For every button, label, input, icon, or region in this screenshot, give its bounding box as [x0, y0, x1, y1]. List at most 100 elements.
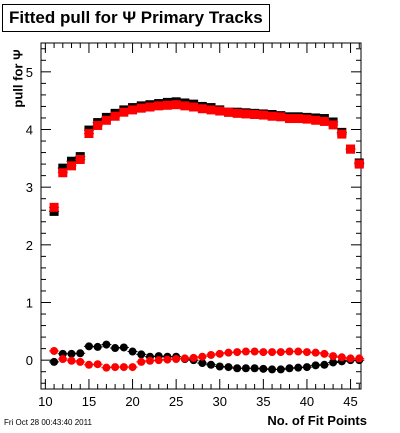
data-point — [241, 347, 250, 356]
data-point — [259, 364, 268, 373]
data-point — [354, 159, 364, 169]
data-point — [76, 349, 85, 358]
x-tick-label: 45 — [343, 394, 357, 409]
data-point — [198, 352, 207, 361]
data-point — [346, 144, 356, 154]
data-point — [241, 364, 250, 373]
data-point — [328, 120, 338, 130]
data-point — [189, 102, 199, 112]
data-point — [258, 110, 268, 120]
data-point — [93, 342, 102, 351]
data-point — [163, 355, 172, 364]
data-point — [224, 348, 233, 357]
series-0 — [49, 97, 365, 216]
data-point — [67, 156, 77, 166]
data-point — [311, 361, 320, 370]
y-tick-label: 5 — [26, 65, 33, 80]
data-point — [302, 114, 312, 124]
data-point — [320, 360, 329, 369]
data-point — [84, 360, 93, 369]
data-point — [197, 104, 207, 114]
chart-title: Fitted pull for Ψ Primary Tracks — [9, 8, 263, 27]
data-point — [162, 100, 172, 110]
data-point — [337, 353, 346, 362]
data-point — [128, 363, 137, 372]
data-point — [215, 106, 225, 116]
y-tick-label: 2 — [26, 238, 33, 253]
data-point — [101, 115, 111, 125]
data-point — [93, 360, 102, 369]
x-tick-label: 20 — [125, 394, 139, 409]
data-point — [137, 357, 146, 366]
data-point — [84, 342, 93, 351]
data-point — [128, 105, 138, 115]
data-point — [102, 340, 111, 349]
data-point — [259, 348, 268, 357]
data-point — [119, 363, 128, 372]
timestamp: Fri Oct 28 00:43:40 2011 — [4, 418, 92, 427]
data-point — [171, 100, 181, 110]
plot-border — [40, 42, 362, 390]
data-point — [294, 363, 303, 372]
y-tick-label: 0 — [26, 353, 33, 368]
data-point — [241, 109, 251, 119]
data-point — [319, 116, 329, 126]
series-1 — [49, 100, 365, 212]
data-point — [84, 129, 94, 139]
data-point — [329, 358, 338, 367]
data-point — [206, 105, 216, 115]
x-tick-label: 30 — [213, 394, 227, 409]
x-tick-label: 10 — [38, 394, 52, 409]
data-point — [198, 359, 207, 368]
data-point — [294, 347, 303, 356]
data-point — [110, 111, 120, 121]
data-point — [136, 103, 146, 113]
y-tick-label: 3 — [26, 180, 33, 195]
data-point — [250, 110, 260, 120]
data-point — [111, 363, 120, 372]
data-point — [111, 344, 120, 353]
data-point — [311, 115, 321, 125]
data-point — [250, 347, 259, 356]
plot-frame — [40, 42, 362, 390]
data-point — [58, 355, 67, 364]
data-point — [250, 364, 259, 373]
data-point — [189, 353, 198, 362]
data-point — [355, 354, 364, 363]
data-markers — [49, 97, 365, 374]
data-point — [50, 357, 59, 366]
data-point — [276, 112, 286, 122]
axis-ticks — [41, 43, 361, 389]
chart-title-box: Fitted pull for Ψ Primary Tracks — [2, 4, 270, 32]
data-point — [285, 114, 295, 124]
data-point — [215, 349, 224, 358]
y-tick-label: 4 — [26, 123, 33, 138]
data-point — [268, 348, 277, 357]
data-point — [207, 360, 216, 369]
data-point — [58, 163, 68, 173]
data-point — [180, 354, 189, 363]
data-point — [302, 348, 311, 357]
data-point — [102, 363, 111, 372]
data-point — [329, 352, 338, 361]
data-point — [276, 365, 285, 374]
data-point — [276, 348, 285, 357]
data-point — [223, 107, 233, 117]
data-point — [268, 365, 277, 374]
data-point — [346, 354, 355, 363]
data-point — [154, 356, 163, 365]
data-point — [233, 348, 242, 357]
x-tick-label: 25 — [169, 394, 183, 409]
data-point — [67, 349, 76, 358]
data-point — [302, 363, 311, 372]
data-point — [50, 346, 59, 355]
data-point — [154, 101, 164, 111]
data-point — [58, 168, 68, 178]
data-point — [76, 357, 85, 366]
data-point — [145, 356, 154, 365]
data-point — [337, 129, 347, 139]
data-point — [207, 350, 216, 359]
data-point — [180, 101, 190, 111]
